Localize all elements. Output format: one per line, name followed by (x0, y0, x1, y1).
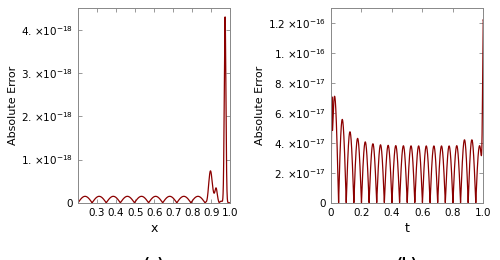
X-axis label: x: x (150, 222, 158, 235)
Text: (a): (a) (144, 257, 165, 260)
X-axis label: t: t (405, 222, 409, 235)
Y-axis label: Absolute Error: Absolute Error (256, 66, 266, 145)
Text: (b): (b) (397, 257, 417, 260)
Y-axis label: Absolute Error: Absolute Error (8, 66, 18, 145)
